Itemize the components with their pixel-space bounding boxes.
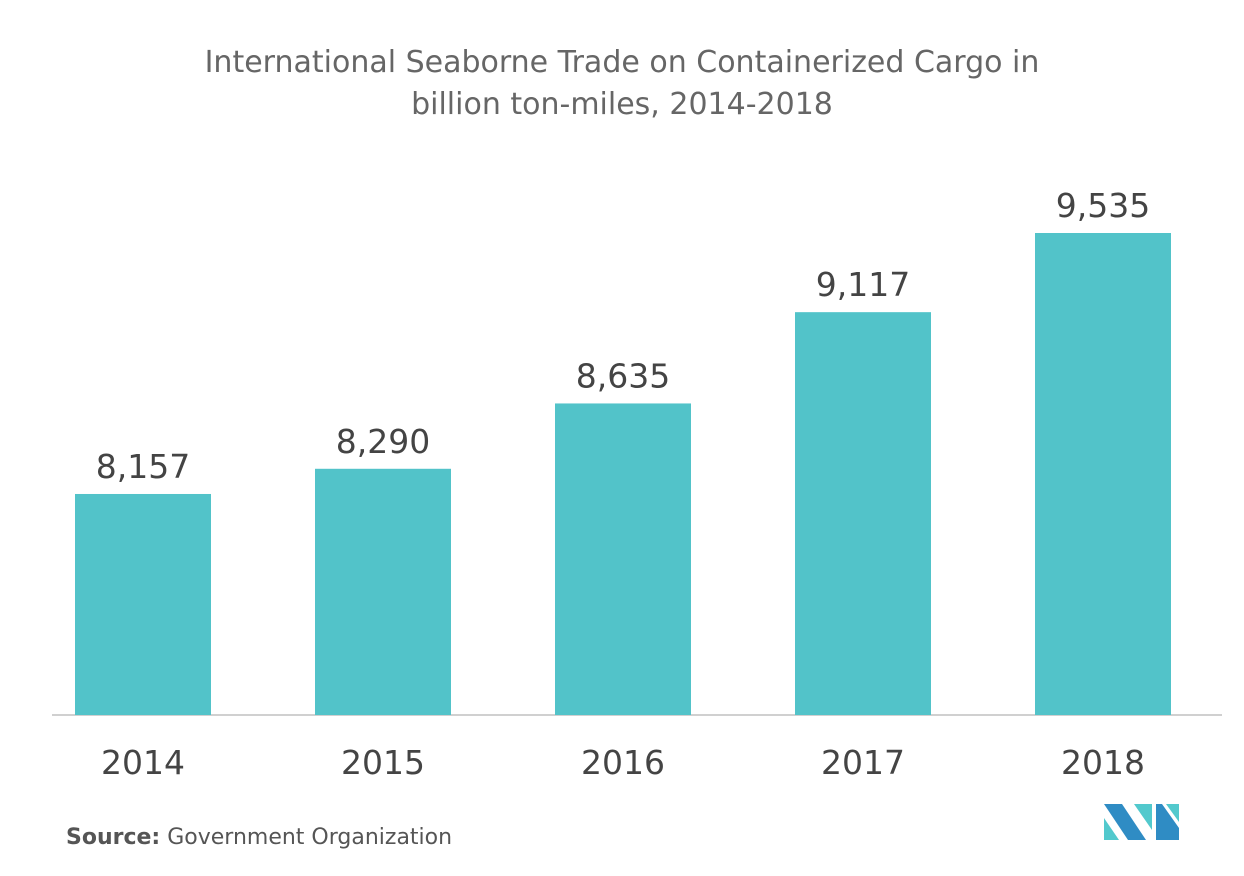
data-label: 9,117	[816, 265, 910, 304]
bar-2016	[555, 403, 691, 715]
chart-title: International Seaborne Trade on Containe…	[0, 42, 1244, 126]
x-tick-label: 2016	[581, 743, 665, 782]
bar-2015	[315, 468, 451, 715]
x-tick-label: 2018	[1061, 743, 1145, 782]
source-note: Source: Government Organization	[66, 825, 452, 850]
x-tick-label: 2017	[821, 743, 905, 782]
brand-logo	[1104, 804, 1179, 840]
bar-2014	[75, 493, 211, 715]
source-label: Source:	[66, 825, 161, 850]
data-label: 9,535	[1056, 186, 1150, 225]
data-label: 8,635	[576, 356, 670, 395]
x-tick-label: 2015	[341, 743, 425, 782]
data-label: 8,157	[96, 447, 190, 486]
chart-title-line-1: International Seaborne Trade on Containe…	[204, 45, 1040, 80]
chart-title-line-2: billion ton-miles, 2014-2018	[411, 87, 833, 122]
bar-2018	[1035, 233, 1171, 715]
data-label: 8,290	[336, 422, 430, 461]
source-text: Government Organization	[167, 825, 453, 850]
x-tick-label: 2014	[101, 743, 185, 782]
bar-2017	[795, 312, 931, 715]
